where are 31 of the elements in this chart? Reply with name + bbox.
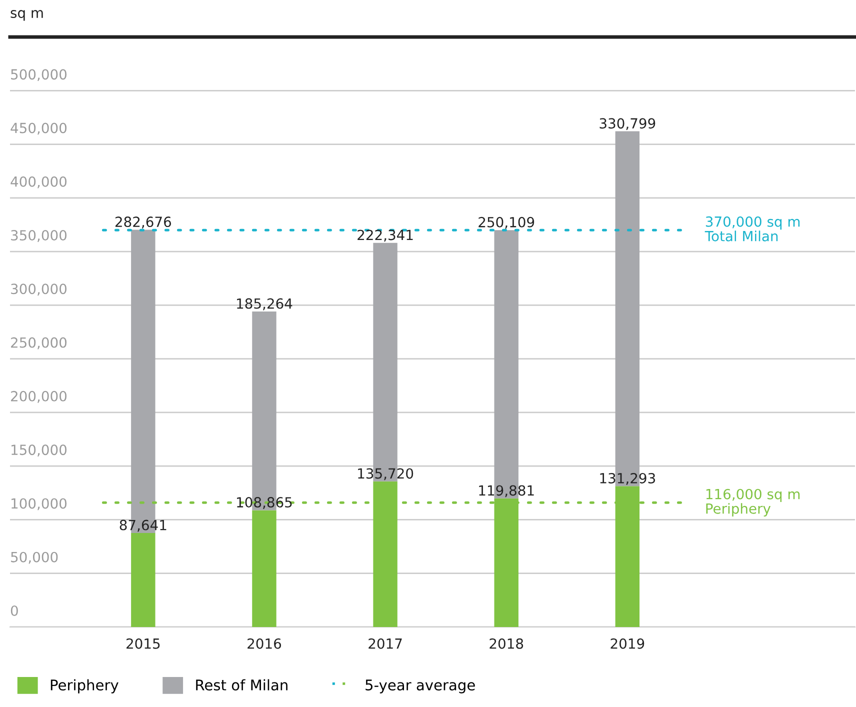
y-tick-label: 100,000 <box>12 498 67 510</box>
legend-label: Rest of Milan <box>196 679 288 691</box>
y-tick-label: 400,000 <box>10 176 67 188</box>
y-tick-label: 150,000 <box>12 444 67 456</box>
x-tick-label: 2018 <box>490 638 524 649</box>
legend-label: Periphery <box>50 679 118 694</box>
x-tick-label: 2017 <box>368 638 402 649</box>
ref-line-label: 370,000 sq m Total Milan <box>704 216 800 242</box>
data-label: 119,881 <box>479 485 534 498</box>
y-tick-label: 50,000 <box>11 552 58 564</box>
data-label: 330,799 <box>600 118 656 130</box>
data-label: 185,264 <box>237 298 292 310</box>
data-label: 131,293 <box>600 472 656 485</box>
ref-line-label: 116,000 sq m Periphery <box>706 488 800 517</box>
data-label: 108,865 <box>237 497 292 509</box>
y-tick-label: 300,000 <box>11 284 67 296</box>
y-tick-label: 0 <box>10 605 18 616</box>
x-tick-label: 2019 <box>610 638 644 649</box>
y-tick-label: 200,000 <box>11 390 67 403</box>
data-label: 282,676 <box>115 216 172 228</box>
y-tick-label: 450,000 <box>10 122 67 135</box>
x-tick-label: 2016 <box>248 638 282 649</box>
y-tick-label: 250,000 <box>11 337 67 350</box>
text: 5-year average <box>366 680 475 694</box>
y-tick-label: 350,000 <box>11 230 67 242</box>
data-label: 135,720 <box>358 468 414 480</box>
x-tick-label: 2015 <box>126 638 160 649</box>
y-axis-title: sq m <box>10 10 43 21</box>
data-label: 250,109 <box>478 216 534 229</box>
data-label: 222,341 <box>358 230 413 242</box>
y-tick-label: 500,000 <box>11 69 67 82</box>
